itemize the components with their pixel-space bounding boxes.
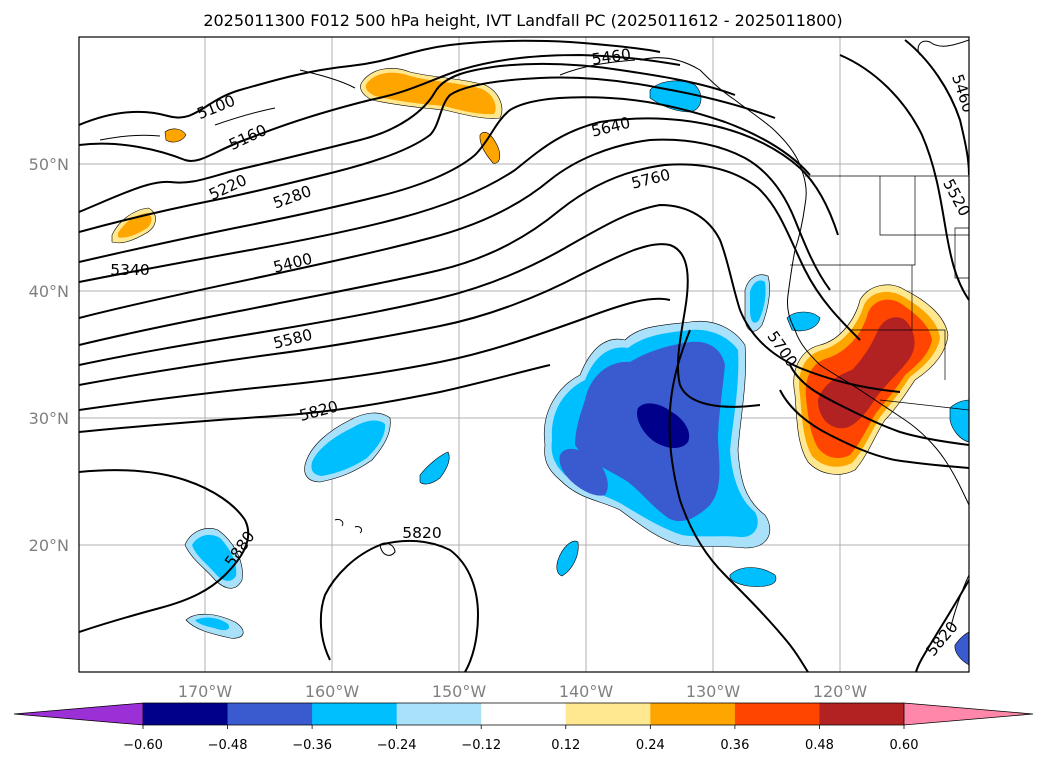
- map-title: 2025011300 F012 500 hPa height, IVT Land…: [203, 11, 842, 30]
- ivt-positive-anomaly: [793, 284, 949, 475]
- colorbar-tick-label: −0.24: [377, 738, 417, 753]
- lon-label: 140°W: [559, 682, 614, 701]
- colorbar-extend-max: [904, 703, 1033, 725]
- lon-label: 120°W: [813, 682, 868, 701]
- colorbar-tick-label: 0.48: [805, 738, 834, 753]
- contour-label: 5820: [402, 524, 441, 542]
- ivt-positive-patches: [111, 68, 503, 244]
- colorbar-tick-label: −0.48: [208, 738, 248, 753]
- colorbar-tick-label: −0.12: [461, 738, 501, 753]
- colorbar-cell: [734, 703, 820, 725]
- ivt-negative-anomaly: [543, 320, 770, 549]
- contour-label: 5460: [591, 45, 633, 68]
- colorbar-cell: [396, 703, 482, 725]
- colorbar-tick-label: 0.12: [551, 738, 580, 753]
- colorbar-tick-label: 0.36: [720, 738, 749, 753]
- country-state-borders: [790, 175, 969, 411]
- map-panel: 5100 5160 5220 5280 5340 5400 5460 5520 …: [78, 36, 970, 673]
- colorbar-extend-min: [14, 703, 143, 725]
- colorbar-cell: [312, 703, 398, 725]
- colorbar-tick-label: −0.36: [292, 738, 332, 753]
- colorbar-tick-label: 0.60: [890, 738, 919, 753]
- lon-label: 160°W: [305, 682, 360, 701]
- longitude-labels: 170°W 160°W 150°W 140°W 130°W 120°W: [178, 682, 868, 701]
- lon-label: 150°W: [432, 682, 487, 701]
- colorbar-cell: [481, 703, 567, 725]
- coastlines: [99, 39, 969, 631]
- colorbar-cell: [819, 703, 905, 725]
- latitude-labels: 50°N 40°N 30°N 20°N: [29, 155, 69, 555]
- height-contours: [79, 39, 969, 672]
- colorbar-cells: [14, 703, 1033, 725]
- colorbar-tick-label: 0.24: [636, 738, 665, 753]
- lat-label: 30°N: [29, 409, 69, 428]
- lat-label: 50°N: [29, 155, 69, 174]
- colorbar-ticks: −0.60 −0.48 −0.36 −0.24 −0.12 0.12 0.24 0.36 0.4…: [123, 725, 918, 753]
- colorbar: −0.60 −0.48 −0.36 −0.24 −0.12 0.12 0.24 0.36 0.4…: [13, 702, 1034, 753]
- colorbar-cell: [650, 703, 736, 725]
- contour-label: 5340: [110, 261, 149, 279]
- lat-label: 40°N: [29, 282, 69, 301]
- lat-label: 20°N: [29, 536, 69, 555]
- colorbar-cell: [143, 703, 229, 725]
- colorbar-cell: [565, 703, 651, 725]
- map-frame: [78, 36, 970, 673]
- colorbar-cell: [227, 703, 313, 725]
- lon-label: 130°W: [686, 682, 741, 701]
- colorbar-tick-label: −0.60: [123, 738, 163, 753]
- lon-label: 170°W: [178, 682, 233, 701]
